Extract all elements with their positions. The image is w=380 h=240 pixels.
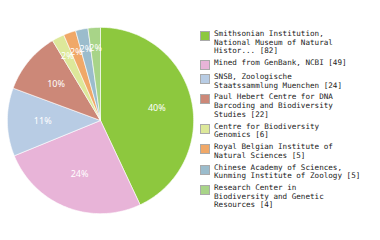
html-text:Paul Hebert Centre for DNA Bar: Paul Hebert Centre for DNA Barcoding and…: [214, 92, 333, 119]
html-text:Smithsonian Institution, Natio: Smithsonian Institution, National Museum…: [214, 28, 333, 56]
html-text:Royal Belgian Institute of Nat: Royal Belgian Institute of Natural Scien…: [214, 142, 333, 160]
html-text:Centre for Biodiversity Genomi: Centre for Biodiversity Genomics [6]: [214, 121, 320, 140]
svg-text:24%: 24%: [71, 167, 89, 180]
svg-text:2%: 2%: [79, 42, 93, 56]
svg-text:2%: 2%: [89, 41, 102, 54]
svg-text:2%: 2%: [70, 44, 83, 58]
svg-text:40%: 40%: [148, 101, 166, 114]
html-text:SNSB, Zoologische Staatssammlu: SNSB, Zoologische Staatssammlung Muenche…: [214, 72, 342, 90]
html-text:Mined from GenBank, NCBI [49]: Mined from GenBank, NCBI [49]: [214, 58, 347, 67]
svg-text:10%: 10%: [47, 77, 65, 90]
html-text:Research Center in Biodiversit: Research Center in Biodiversity and Gene…: [214, 183, 324, 210]
svg-text:2%: 2%: [61, 48, 74, 62]
svg-text:11%: 11%: [34, 114, 52, 127]
html-text:Chinese Academy of Sciences, K: Chinese Academy of Sciences, Kunming Ins…: [214, 162, 361, 181]
